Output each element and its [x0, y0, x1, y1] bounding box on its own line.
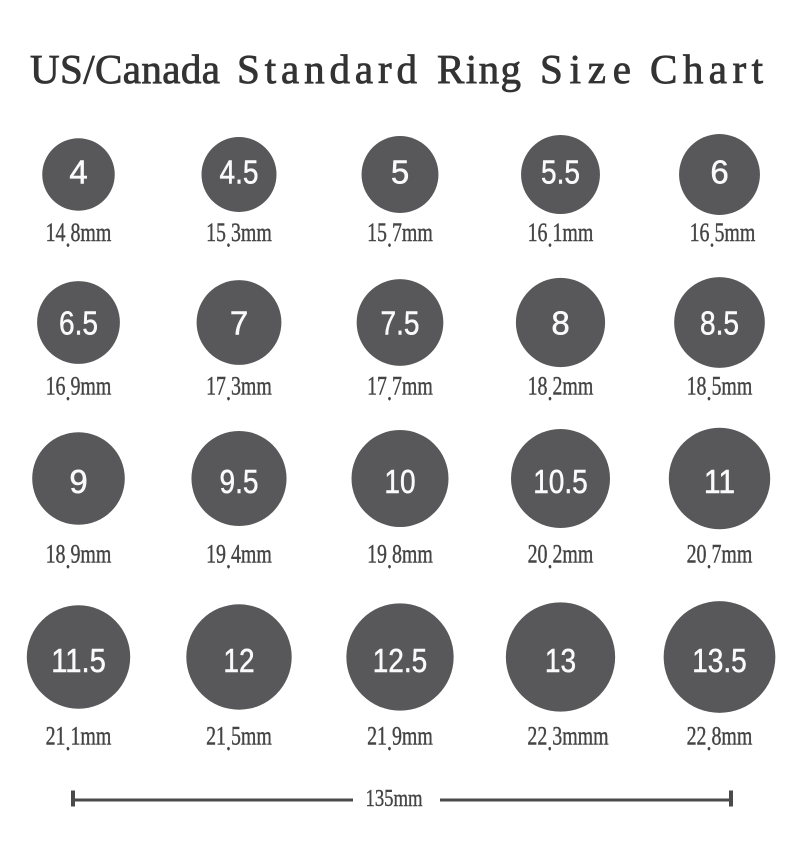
svg-text:17.3mm: 17.3mm: [206, 372, 272, 407]
svg-text:15.7mm: 15.7mm: [367, 218, 433, 253]
svg-text:9: 9: [69, 463, 87, 500]
svg-text:8: 8: [551, 305, 569, 342]
svg-text:7.5: 7.5: [381, 305, 420, 342]
svg-text:10: 10: [384, 463, 415, 500]
svg-text:16.9mm: 16.9mm: [46, 372, 112, 407]
svg-text:20.7mm: 20.7mm: [687, 540, 753, 575]
svg-text:18.2mm: 18.2mm: [528, 372, 594, 407]
svg-text:4.5: 4.5: [220, 153, 259, 190]
svg-text:12: 12: [223, 642, 254, 679]
svg-text:5: 5: [391, 153, 409, 190]
svg-text:19.8mm: 19.8mm: [367, 540, 433, 575]
svg-text:4: 4: [69, 153, 87, 190]
svg-text:10.5: 10.5: [533, 463, 588, 500]
svg-text:21.5mm: 21.5mm: [206, 722, 272, 757]
svg-text:21.9mm: 21.9mm: [367, 722, 433, 757]
svg-text:5.5: 5.5: [541, 153, 580, 190]
svg-text:22.3mmm: 22.3mmm: [527, 722, 608, 757]
svg-text:20.2mm: 20.2mm: [528, 540, 594, 575]
svg-text:135mm: 135mm: [366, 786, 423, 812]
svg-text:6.5: 6.5: [59, 305, 98, 342]
svg-text:17.7mm: 17.7mm: [367, 372, 433, 407]
svg-text:12.5: 12.5: [373, 642, 428, 679]
svg-text:11.5: 11.5: [51, 642, 106, 679]
svg-text:7: 7: [230, 305, 248, 342]
svg-text:13: 13: [545, 642, 576, 679]
svg-text:8.5: 8.5: [700, 305, 739, 342]
svg-text:16.5mm: 16.5mm: [690, 218, 756, 253]
svg-text:9.5: 9.5: [220, 463, 259, 500]
svg-text:18.5mm: 18.5mm: [687, 372, 753, 407]
svg-text:13.5: 13.5: [692, 642, 747, 679]
svg-text:14.8mm: 14.8mm: [46, 218, 112, 253]
svg-text:11: 11: [704, 463, 735, 500]
svg-text:Ring: Ring: [437, 46, 521, 92]
svg-text:US/Canada: US/Canada: [30, 46, 220, 92]
svg-text:19.4mm: 19.4mm: [206, 540, 272, 575]
svg-text:18.9mm: 18.9mm: [46, 540, 112, 575]
svg-text:22.8mm: 22.8mm: [687, 722, 753, 757]
svg-text:15.3mm: 15.3mm: [206, 218, 272, 253]
svg-text:21.1mm: 21.1mm: [46, 722, 112, 757]
svg-text:16.1mm: 16.1mm: [528, 218, 594, 253]
svg-text:6: 6: [710, 153, 728, 190]
